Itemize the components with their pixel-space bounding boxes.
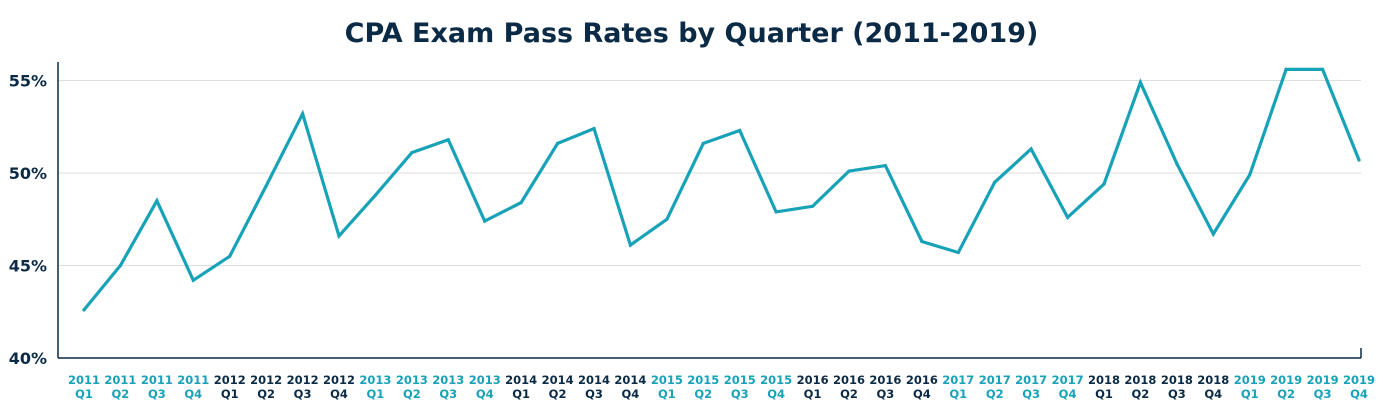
data-point	[738, 128, 742, 133]
x-tick-label: 2019 Q3	[1307, 373, 1339, 401]
x-tick-label: 2014 Q3	[578, 373, 610, 401]
data-point	[993, 180, 997, 184]
x-tick-label: 2012 Q3	[287, 373, 319, 401]
x-tick-label: 2013 Q3	[432, 373, 464, 401]
data-point	[920, 239, 924, 244]
data-point	[300, 112, 305, 116]
x-tick-label: 2011 Q2	[104, 373, 136, 401]
x-tick-label: 2019 Q2	[1270, 373, 1302, 401]
x-tick-label: 2012 Q1	[214, 373, 246, 401]
x-tick-label: 2017 Q1	[942, 373, 974, 401]
data-point	[774, 210, 778, 214]
data-point	[337, 234, 341, 238]
data-point	[410, 151, 414, 155]
data-point	[701, 141, 705, 145]
x-tick-label: 2017 Q3	[1015, 373, 1047, 401]
data-point	[883, 164, 888, 168]
data-point	[373, 193, 378, 197]
data-point	[956, 250, 960, 255]
x-tick-label: 2015 Q1	[651, 373, 683, 401]
data-point	[1357, 158, 1361, 162]
data-point	[191, 278, 195, 282]
data-point	[228, 254, 232, 258]
data-point	[555, 141, 560, 145]
x-tick-label: 2012 Q2	[250, 373, 282, 401]
x-tick-label: 2014 Q1	[505, 373, 537, 401]
y-tick-label: 50%	[9, 164, 47, 183]
data-point	[1029, 147, 1033, 151]
data-point	[519, 201, 523, 205]
x-tick-label: 2011 Q4	[177, 373, 209, 401]
data-point	[1102, 182, 1106, 186]
x-tick-label: 2013 Q2	[396, 373, 428, 401]
x-tick-label: 2011 Q1	[68, 373, 100, 401]
data-point	[82, 308, 86, 312]
y-tick-label: 55%	[9, 72, 47, 91]
data-point	[847, 169, 851, 173]
x-tick-label: 2011 Q3	[141, 373, 173, 401]
y-tick-label: 45%	[9, 257, 47, 276]
x-tick-label: 2012 Q4	[323, 373, 355, 401]
y-tick-label: 40%	[9, 349, 47, 368]
data-point	[1320, 67, 1325, 71]
x-tick-label: 2015 Q3	[724, 373, 756, 401]
x-tick-label: 2016 Q4	[906, 373, 938, 401]
data-point	[665, 217, 669, 221]
data-point	[1248, 173, 1252, 177]
x-tick-label: 2017 Q4	[1052, 373, 1084, 401]
data-point	[155, 199, 159, 203]
data-point	[118, 263, 123, 268]
x-tick-label: 2016 Q2	[833, 373, 865, 401]
x-tick-label: 2015 Q2	[687, 373, 719, 401]
x-tick-label: 2019 Q4	[1343, 373, 1375, 401]
data-point	[446, 138, 450, 142]
x-tick-label: 2015 Q4	[760, 373, 792, 401]
x-tick-label: 2014 Q4	[614, 373, 646, 401]
x-tick-label: 2016 Q1	[797, 373, 829, 401]
data-point	[1211, 232, 1215, 236]
series-line	[82, 67, 1361, 312]
x-tick-label: 2017 Q2	[979, 373, 1011, 401]
x-tick-label: 2018 Q3	[1161, 373, 1193, 401]
x-tick-label: 2018 Q4	[1197, 373, 1229, 401]
data-point	[483, 219, 487, 223]
x-tick-label: 2014 Q2	[542, 373, 574, 401]
data-point	[1175, 162, 1179, 166]
x-tick-label: 2013 Q4	[469, 373, 501, 401]
x-tick-label: 2018 Q1	[1088, 373, 1120, 401]
data-point	[810, 204, 815, 208]
x-tick-label: 2016 Q3	[869, 373, 901, 401]
chart-title: CPA Exam Pass Rates by Quarter (2011-201…	[344, 18, 1039, 49]
x-tick-label: 2013 Q1	[359, 373, 391, 401]
data-point	[264, 184, 268, 188]
data-point	[628, 243, 633, 247]
data-point	[1065, 215, 1070, 219]
data-point	[1138, 80, 1143, 84]
data-point	[592, 127, 596, 131]
x-tick-label: 2019 Q1	[1234, 373, 1266, 401]
data-point	[1284, 67, 1288, 71]
x-tick-label: 2018 Q2	[1124, 373, 1156, 401]
